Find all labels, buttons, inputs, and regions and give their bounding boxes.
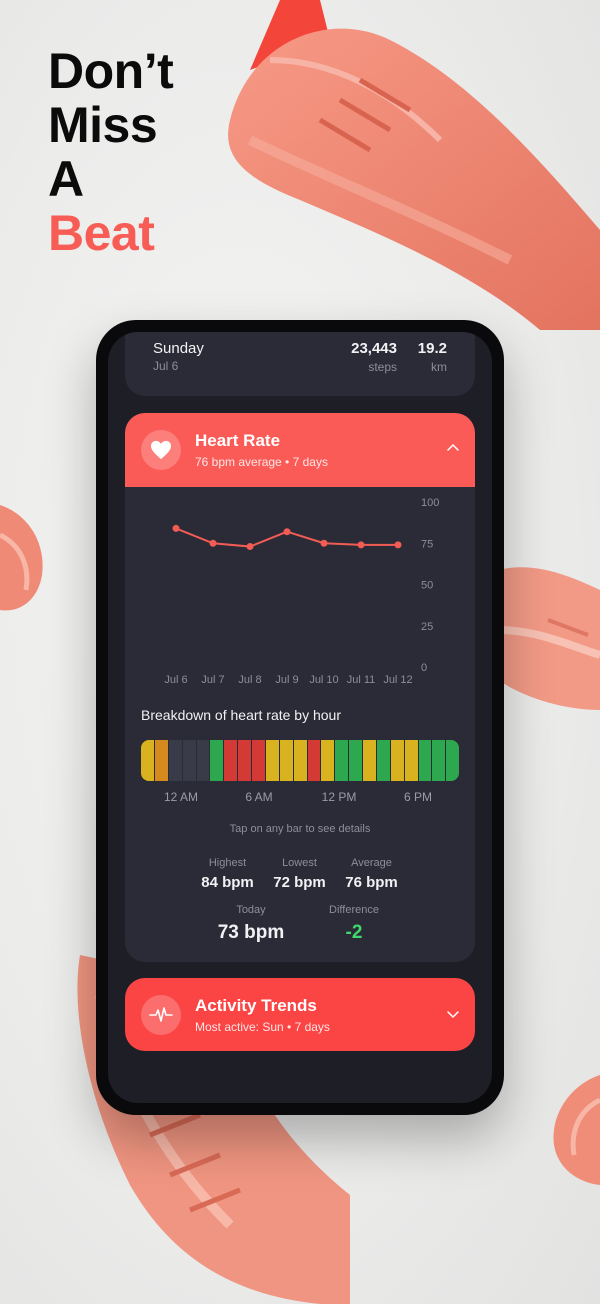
- heart-rate-card: Heart Rate 76 bpm average • 7 days 100 75…: [125, 413, 475, 962]
- stat-average-label: Average: [351, 857, 392, 869]
- shoe-image-top: [228, 0, 600, 330]
- pulse-icon: [141, 994, 181, 1035]
- summary-steps: 23,443 steps: [351, 340, 397, 374]
- y-tick-label: 0: [421, 662, 427, 674]
- hour-bar[interactable]: [376, 740, 391, 781]
- hour-bar[interactable]: [141, 740, 155, 781]
- hour-bar[interactable]: [182, 740, 197, 781]
- phone-frame: Sunday Jul 6 23,443 steps 19.2 km Heart …: [96, 320, 504, 1115]
- hour-bar[interactable]: [321, 740, 336, 781]
- x-tick-label: Jul 6: [164, 674, 187, 686]
- heart-rate-data-point[interactable]: [320, 539, 328, 547]
- stat-difference-value: -2: [345, 922, 363, 943]
- hour-label: 12 AM: [163, 790, 199, 804]
- distance-value: 19.2: [417, 340, 447, 357]
- heart-rate-data-point[interactable]: [357, 541, 365, 549]
- x-tick-label: Jul 11: [347, 674, 376, 686]
- hour-axis-labels: 12 AM 6 AM 12 PM 6 PM: [141, 790, 459, 806]
- hour-bar[interactable]: [307, 740, 322, 781]
- shoe-image-left: [0, 505, 43, 611]
- heart-rate-data-point[interactable]: [246, 543, 254, 551]
- heart-icon: [141, 430, 181, 470]
- tap-hint: Tap on any bar to see details: [229, 823, 371, 835]
- hour-bar[interactable]: [390, 740, 405, 781]
- hour-bar[interactable]: [404, 740, 419, 781]
- headline: Don’t Miss A Beat: [48, 43, 174, 261]
- headline-line-1: Don’t: [48, 43, 174, 99]
- stat-today-value: 73 bpm: [217, 922, 285, 943]
- x-tick-label: Jul 7: [201, 674, 224, 686]
- heart-rate-data-point[interactable]: [172, 524, 180, 532]
- app-screen: Sunday Jul 6 23,443 steps 19.2 km Heart …: [108, 332, 492, 1103]
- shoe-image-right: [498, 567, 600, 710]
- hour-bar[interactable]: [252, 740, 266, 781]
- y-tick-label: 50: [421, 580, 433, 592]
- y-tick-label: 25: [421, 621, 433, 633]
- steps-value: 23,443: [351, 340, 397, 357]
- hour-bar[interactable]: [349, 740, 363, 781]
- hourly-breakdown-bars: [141, 740, 459, 781]
- hour-bar[interactable]: [418, 740, 433, 781]
- stat-average: Average 76 bpm: [339, 857, 404, 891]
- hour-bar[interactable]: [168, 740, 183, 781]
- hour-bar[interactable]: [446, 740, 459, 781]
- summary-date: Jul 6: [153, 359, 179, 373]
- chevron-down-icon[interactable]: [447, 1011, 459, 1019]
- stat-difference-label: Difference: [329, 904, 379, 916]
- heart-rate-data-point[interactable]: [209, 539, 217, 547]
- stat-lowest-label: Lowest: [282, 857, 317, 869]
- breakdown-title: Breakdown of heart rate by hour: [141, 707, 342, 723]
- stat-highest-label: Highest: [208, 857, 247, 869]
- stat-lowest: Lowest 72 bpm: [267, 857, 332, 891]
- headline-line-2: Miss: [48, 97, 158, 153]
- hour-bar[interactable]: [210, 740, 225, 781]
- y-tick-label: 100: [421, 497, 439, 509]
- heart-rate-title: Heart Rate: [195, 431, 281, 450]
- distance-unit: km: [431, 360, 447, 374]
- y-tick-label: 75: [421, 538, 433, 550]
- summary-day: Sunday: [153, 340, 204, 357]
- stat-difference: Difference -2: [315, 904, 393, 944]
- x-tick-label: Jul 10: [309, 674, 338, 686]
- hour-bar[interactable]: [363, 740, 377, 781]
- stat-today-label: Today: [236, 904, 266, 916]
- hour-bar[interactable]: [293, 740, 308, 781]
- hour-bar[interactable]: [279, 740, 294, 781]
- activity-trends-card[interactable]: Activity Trends Most active: Sun • 7 day…: [125, 978, 475, 1051]
- stat-highest-value: 84 bpm: [201, 874, 254, 891]
- hour-bar[interactable]: [224, 740, 239, 781]
- hour-bar[interactable]: [335, 740, 350, 781]
- hour-label: 12 PM: [321, 790, 357, 804]
- hour-bar[interactable]: [265, 740, 280, 781]
- heart-rate-data-point[interactable]: [394, 541, 402, 549]
- chevron-up-icon[interactable]: [447, 443, 459, 451]
- stat-lowest-value: 72 bpm: [273, 874, 326, 891]
- hour-bar[interactable]: [154, 740, 169, 781]
- hour-label: 6 PM: [403, 790, 433, 804]
- heart-rate-data-point[interactable]: [283, 528, 291, 536]
- heart-rate-line-chart[interactable]: 100 75 50 25 0 Jul 6 Jul 7 Jul 8 Jul 9 Jul 10 Jul …: [125, 487, 475, 697]
- headline-line-3: A: [48, 151, 84, 207]
- x-tick-label: Jul 8: [238, 674, 261, 686]
- stat-average-value: 76 bpm: [345, 874, 398, 891]
- hour-bar[interactable]: [196, 740, 211, 781]
- day-summary-card[interactable]: Sunday Jul 6 23,443 steps 19.2 km: [125, 332, 475, 396]
- x-tick-label: Jul 12: [383, 674, 412, 686]
- heart-rate-header[interactable]: Heart Rate 76 bpm average • 7 days: [125, 413, 475, 487]
- hour-bar[interactable]: [432, 740, 447, 781]
- summary-distance: 19.2 km: [418, 340, 447, 374]
- activity-subtitle: Most active: Sun • 7 days: [195, 1019, 330, 1034]
- heart-rate-subtitle: 76 bpm average • 7 days: [195, 455, 328, 469]
- stat-highest: Highest 84 bpm: [195, 857, 260, 891]
- stat-today: Today 73 bpm: [209, 904, 293, 944]
- headline-line-4: Beat: [48, 205, 155, 261]
- hour-bar[interactable]: [238, 740, 252, 781]
- steps-unit: steps: [368, 360, 397, 374]
- x-tick-label: Jul 9: [275, 674, 298, 686]
- hour-label: 6 AM: [245, 790, 273, 804]
- shoe-image-bottom-right: [553, 1075, 600, 1185]
- activity-title: Activity Trends: [195, 995, 317, 1015]
